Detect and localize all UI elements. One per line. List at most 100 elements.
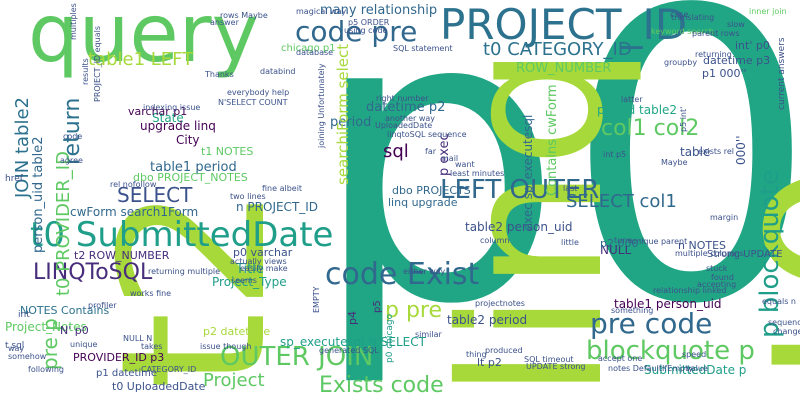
cloud-word: int p5	[603, 150, 627, 159]
cloud-word: unique	[70, 340, 98, 349]
cloud-word: dbo PROJECTS	[392, 184, 471, 197]
cloud-word: either way	[403, 267, 446, 276]
cloud-word: returning multiple	[148, 267, 221, 276]
cloud-word: translating	[671, 13, 715, 22]
cloud-word: inner join	[749, 7, 787, 16]
cloud-word: p0 chicago	[385, 313, 395, 363]
cloud-word: UPDATE strong	[526, 362, 586, 371]
cloud-word: accepting	[697, 280, 737, 289]
cloud-word: PROJECT_ID	[440, 0, 688, 49]
cloud-word: profiler	[88, 301, 117, 310]
cloud-word: generated SQL	[319, 346, 379, 355]
cloud-word: exec sp_executesql	[521, 114, 535, 231]
cloud-word: chicago p1	[281, 43, 336, 54]
cloud-word: agree	[60, 156, 83, 165]
cloud-word: found	[711, 273, 734, 282]
cloud-word: least minutes	[450, 169, 505, 178]
cloud-word: t1 NOTES	[201, 145, 254, 158]
cloud-word: code Exist	[325, 257, 480, 292]
cloud-word: 000''	[734, 135, 748, 165]
cloud-word: way	[8, 344, 25, 353]
cloud-word: State	[152, 111, 184, 125]
cloud-word: something	[611, 306, 654, 315]
cloud-word: person_uid table2	[31, 136, 46, 254]
cloud-word: n PROJECT_ID	[236, 200, 319, 214]
cloud-word: another way	[385, 114, 436, 123]
cloud-word: SubmittedDate p	[644, 363, 747, 377]
cloud-word: multiples	[69, 3, 78, 40]
cloud-word: varchar p1	[128, 105, 188, 118]
cloud-word: speed	[682, 350, 707, 359]
cloud-word: t0 SubmittedDate	[30, 215, 334, 255]
cloud-word: last	[563, 184, 578, 193]
cloud-word: following	[28, 365, 64, 374]
cloud-word: everybody help	[227, 88, 290, 97]
cloud-word: accept one	[598, 354, 643, 363]
cloud-word: Strong UPDATE	[707, 249, 783, 260]
cloud-word: case	[670, 10, 689, 19]
cloud-word: notes DefaultIfEmpty	[608, 364, 693, 373]
cloud-word: Project_Type	[212, 275, 287, 289]
cloud-word: fine albeit	[262, 184, 303, 193]
cloud-word: ROW_NUMBER	[516, 61, 612, 76]
cloud-word: UploadedDate	[375, 121, 433, 130]
cloud-word: sequence going	[768, 318, 800, 327]
cloud-word: Exists code	[319, 373, 444, 398]
cloud-word: right number	[376, 94, 429, 103]
cloud-word: latter	[621, 95, 643, 104]
cloud-word: far	[425, 147, 437, 156]
cloud-word: upgrade linq	[140, 119, 216, 133]
cloud-word: change	[773, 327, 800, 336]
cloud-word: t0 PROVIDER_ID	[53, 151, 74, 296]
cloud-word: City	[176, 133, 200, 147]
cloud-word: value	[686, 364, 708, 373]
cloud-word: t2 ROW_NUMBER	[74, 249, 170, 262]
cloud-word: p0	[310, 0, 800, 392]
cloud-word: EMPTY	[312, 286, 321, 313]
cloud-word: cwForm search1Form	[70, 205, 199, 219]
cloud-word: period	[330, 115, 372, 130]
cloud-word: two lines	[230, 192, 266, 201]
cloud-word: searchiForm select	[334, 43, 352, 185]
cloud-word: t0 UploadedDate	[112, 380, 206, 393]
cloud-word: href	[5, 174, 23, 184]
cloud-word: little	[561, 238, 579, 247]
cloud-word: Project_Notes	[5, 320, 87, 334]
cloud-word: table1 period	[150, 160, 237, 175]
cloud-word: produced	[485, 346, 523, 355]
cloud-word: dbo PROJECT_NOTES	[133, 171, 248, 184]
cloud-word: SELECT	[117, 183, 193, 207]
cloud-word: table1 LEFT	[88, 49, 194, 70]
cloud-word: p5	[372, 300, 383, 313]
cloud-word: issue though	[200, 342, 252, 351]
cloud-word: NOTES Contains	[20, 304, 110, 317]
cloud-word: p5 ORDER	[348, 18, 390, 27]
cloud-word: table2 person_uid	[465, 220, 573, 234]
cloud-word: margin	[710, 213, 739, 222]
cloud-word: datetime p2	[366, 100, 446, 115]
cloud-word: multiple columns	[675, 249, 744, 258]
cloud-word: period table2	[597, 103, 678, 117]
cloud-word: NULL N	[123, 334, 153, 343]
cloud-word: projectnotes	[475, 299, 525, 308]
cloud-word: exists rel	[698, 147, 735, 156]
cloud-word: t sql	[5, 341, 25, 351]
cloud-word: SQL statement	[393, 44, 453, 53]
cloud-word: rows Maybe	[220, 11, 268, 20]
cloud-word: p2 datetime	[203, 325, 271, 338]
cloud-word: sp_executesql N'SELECT	[280, 335, 426, 349]
cloud-word: code	[63, 132, 83, 141]
cloud-word: database	[296, 48, 334, 57]
cloud-word: blockquote p	[586, 336, 755, 366]
cloud-word: returning	[695, 50, 732, 59]
cloud-word: PROJECT_ID equals	[93, 26, 102, 102]
cloud-word: somehow	[8, 352, 47, 361]
cloud-word: parent rows	[692, 29, 740, 38]
cloud-word: p4	[346, 311, 359, 325]
cloud-word: SELECT col1	[566, 191, 677, 212]
cloud-word: NULL	[600, 243, 632, 257]
cloud-word: OUTER JOIN	[220, 342, 374, 372]
cloud-word: lt p2	[477, 356, 502, 369]
cloud-word: pre code	[590, 307, 713, 340]
